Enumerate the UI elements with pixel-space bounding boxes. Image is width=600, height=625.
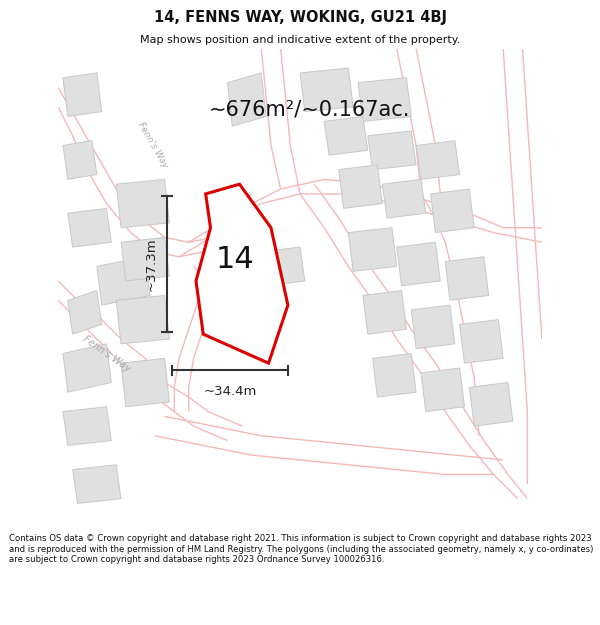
Polygon shape bbox=[445, 257, 488, 300]
Polygon shape bbox=[261, 247, 305, 286]
Polygon shape bbox=[196, 184, 288, 363]
Polygon shape bbox=[97, 257, 150, 305]
Polygon shape bbox=[373, 354, 416, 397]
Text: ~34.4m: ~34.4m bbox=[203, 385, 257, 398]
Polygon shape bbox=[411, 305, 455, 349]
Polygon shape bbox=[63, 73, 101, 116]
Polygon shape bbox=[431, 189, 474, 232]
Polygon shape bbox=[68, 208, 112, 247]
Polygon shape bbox=[68, 291, 101, 334]
Polygon shape bbox=[363, 291, 406, 334]
Polygon shape bbox=[469, 382, 513, 426]
Polygon shape bbox=[73, 465, 121, 504]
Polygon shape bbox=[421, 368, 464, 411]
Polygon shape bbox=[416, 141, 460, 179]
Polygon shape bbox=[382, 179, 426, 218]
Polygon shape bbox=[63, 141, 97, 179]
Polygon shape bbox=[338, 165, 382, 208]
Polygon shape bbox=[116, 296, 169, 344]
Polygon shape bbox=[121, 238, 169, 281]
Polygon shape bbox=[116, 179, 169, 228]
Text: Fenn's Way: Fenn's Way bbox=[136, 121, 169, 170]
Polygon shape bbox=[397, 242, 440, 286]
Polygon shape bbox=[358, 78, 411, 121]
Text: Map shows position and indicative extent of the property.: Map shows position and indicative extent… bbox=[140, 35, 460, 45]
Text: Contains OS data © Crown copyright and database right 2021. This information is : Contains OS data © Crown copyright and d… bbox=[9, 534, 593, 564]
Text: ~37.3m: ~37.3m bbox=[144, 238, 157, 291]
Polygon shape bbox=[227, 73, 266, 126]
Polygon shape bbox=[324, 116, 368, 155]
Polygon shape bbox=[460, 319, 503, 363]
Text: Fenn's Way: Fenn's Way bbox=[81, 334, 132, 374]
Polygon shape bbox=[63, 407, 112, 446]
Polygon shape bbox=[368, 131, 416, 169]
Text: 14: 14 bbox=[216, 245, 254, 274]
Text: ~676m²/~0.167ac.: ~676m²/~0.167ac. bbox=[209, 99, 410, 119]
Polygon shape bbox=[349, 228, 397, 271]
Text: 14, FENNS WAY, WOKING, GU21 4BJ: 14, FENNS WAY, WOKING, GU21 4BJ bbox=[154, 10, 446, 25]
Polygon shape bbox=[300, 68, 353, 112]
Polygon shape bbox=[63, 344, 112, 392]
Polygon shape bbox=[121, 358, 169, 407]
